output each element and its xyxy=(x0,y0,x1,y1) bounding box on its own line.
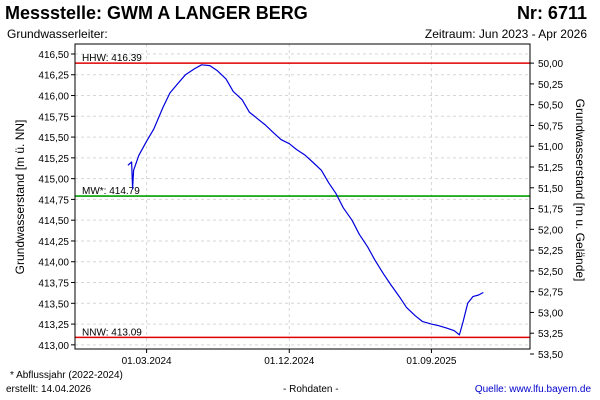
y-tick-label-left: 415,50 xyxy=(38,133,69,144)
reference-lines: HHW: 416.39 MW*: 414.79 NNW: 413.09 xyxy=(75,53,530,338)
x-tick-label: 01.09.2025 xyxy=(406,356,456,367)
y-tick-label-left: 415,00 xyxy=(38,175,69,186)
y-tick-label-right: 52,00 xyxy=(538,225,563,236)
y-tick-label-right: 50,00 xyxy=(538,59,563,70)
y-tick-label-right: 51,25 xyxy=(538,163,563,174)
y-tick-label-right: 50,75 xyxy=(538,121,563,132)
y-tick-label-left: 414,75 xyxy=(38,195,69,206)
period-label: Zeitraum: Jun 2023 - Apr 2026 xyxy=(424,27,587,41)
y-tick-label-right: 52,25 xyxy=(538,246,563,257)
y-tick-label-right: 53,50 xyxy=(538,350,563,361)
y-tick-label-left: 414,00 xyxy=(38,258,69,269)
page-title: Messstelle: GWM A LANGER BERG xyxy=(5,3,308,23)
y-tick-label-right: 50,50 xyxy=(538,101,563,112)
plot-frame xyxy=(74,43,531,350)
y-tick-label-left: 414,50 xyxy=(38,216,69,227)
y-tick-label-right: 50,25 xyxy=(538,80,563,91)
y-axis-label-left: Grundwasserstand [m ü. NN] xyxy=(13,120,27,275)
y-tick-label-left: 413,50 xyxy=(38,299,69,310)
created-date: erstellt: 14.04.2026 xyxy=(6,384,92,395)
y-tick-label-left: 416,25 xyxy=(38,71,69,82)
footnote-hydrological-year: * Abflussjahr (2022-2024) xyxy=(10,370,123,381)
y-tick-label-left: 416,50 xyxy=(38,50,69,61)
x-tick-label: 01.12.2024 xyxy=(264,356,314,367)
y-tick-label-right: 51,50 xyxy=(538,184,563,195)
aquifer-label: Grundwasserleiter: xyxy=(7,27,108,41)
reference-line-label: MW*: 414.79 xyxy=(82,186,140,197)
y-tick-label-left: 413,25 xyxy=(38,320,69,331)
y-tick-label-left: 414,25 xyxy=(38,237,69,248)
y-tick-label-right: 52,75 xyxy=(538,288,563,299)
series-line xyxy=(127,64,484,336)
y-tick-label-right: 51,75 xyxy=(538,205,563,216)
x-tick-label: 01.03.2024 xyxy=(122,356,172,367)
y-tick-label-right: 53,25 xyxy=(538,329,563,340)
station-number: Nr: 6711 xyxy=(516,3,587,23)
y-axis-label-right: Grundwasserstand [m u. Gelände] xyxy=(573,99,587,282)
axes: 416,50 416,25 416,00 415,75 415,50 415,25 415,… xyxy=(38,50,563,367)
y-tick-label-left: 413,00 xyxy=(38,341,69,352)
series-layer xyxy=(127,64,484,336)
reference-line-label: HHW: 416.39 xyxy=(82,53,142,64)
reference-line-label: NNW: 413.09 xyxy=(82,327,142,338)
y-tick-label-right: 51,00 xyxy=(538,142,563,153)
y-tick-label-left: 415,75 xyxy=(38,112,69,123)
y-tick-label-left: 415,25 xyxy=(38,154,69,165)
raw-data-label: - Rohdaten - xyxy=(283,384,339,395)
source-link[interactable]: Quelle: www.lfu.bayern.de xyxy=(474,384,591,395)
y-tick-label-right: 53,00 xyxy=(538,308,563,319)
y-tick-label-left: 416,00 xyxy=(38,92,69,103)
y-tick-label-left: 413,75 xyxy=(38,279,69,290)
y-tick-label-right: 52,50 xyxy=(538,267,563,278)
grid xyxy=(75,44,530,349)
